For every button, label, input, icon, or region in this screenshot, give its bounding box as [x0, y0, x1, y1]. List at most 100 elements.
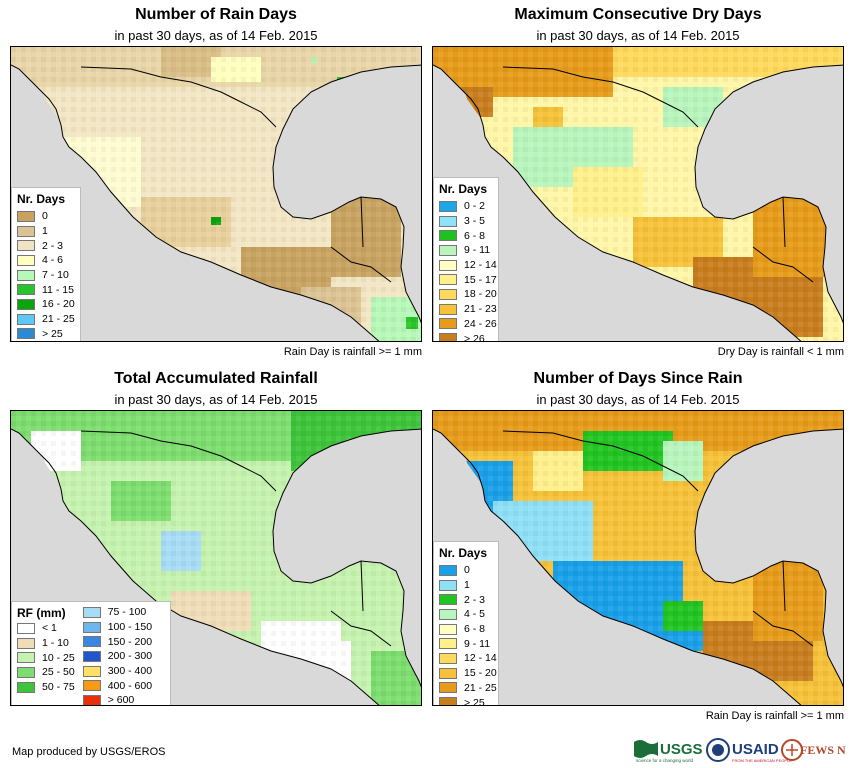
map-footnote: Dry Day is rainfall < 1 mm: [717, 346, 844, 358]
producer-credit: Map produced by USGS/EROS: [12, 746, 166, 758]
legend-item: 21 - 25: [17, 312, 75, 327]
legend-swatch: [17, 284, 35, 296]
legend-item: 100 - 150: [82, 620, 152, 635]
legend-item: 12 - 14: [439, 651, 497, 666]
fews-net-logo: FEWS NET: [781, 739, 846, 761]
legend-item: 150 - 200: [82, 634, 153, 649]
legend-swatch: [82, 665, 101, 677]
panel-total-rainfall: Total Accumulated Rainfall in past 30 da…: [10, 364, 422, 729]
panel-title: Number of Days Since Rain: [533, 370, 743, 387]
legend-swatch: [439, 652, 457, 664]
legend-item: 4 - 6: [17, 253, 75, 268]
legend-swatch: [439, 623, 457, 635]
legend-label: 3 - 5: [464, 215, 486, 228]
legend-item: 0 - 2: [439, 199, 493, 214]
legend-swatch: [82, 606, 101, 618]
legend-label: 21 - 25: [464, 681, 497, 694]
legend-label: 200 - 300: [107, 650, 153, 663]
usaid-tagline: FROM THE AMERICAN PEOPLE: [732, 758, 792, 763]
legend-column-1: < 1 1 - 10 10 - 25 25 - 50 50 - 75: [17, 621, 75, 705]
legend-swatch: [439, 333, 457, 341]
legend-label: > 25: [464, 696, 485, 706]
legend-label: 1: [42, 225, 48, 238]
legend-item: 400 - 600: [82, 678, 153, 693]
panel-days-since-rain: Number of Days Since Rain in past 30 day…: [432, 364, 844, 729]
legend-swatch: [17, 681, 35, 693]
panel-title: Maximum Consecutive Dry Days: [514, 6, 762, 23]
legend-label: 9 - 11: [464, 637, 491, 650]
legend-label: 6 - 8: [464, 229, 486, 242]
legend-swatch: [17, 240, 35, 252]
legend-item: 18 - 20: [439, 287, 497, 302]
legend-swatch: [439, 318, 457, 330]
legend-label: 18 - 20: [464, 288, 497, 301]
legend-item: 6 - 8: [439, 228, 493, 243]
legend-swatch: [439, 215, 457, 227]
legend-swatch: [439, 274, 457, 286]
legend-swatch: [439, 608, 457, 620]
legend-label: 16 - 20: [42, 298, 75, 311]
legend-item: > 600: [82, 693, 152, 706]
legend-item: 2 - 3: [17, 238, 75, 253]
legend-swatch: [439, 594, 457, 606]
legend-swatch: [439, 638, 457, 650]
legend-column-2: 75 - 100 100 - 150 150 - 200 200 - 300 300 -…: [82, 605, 153, 706]
map-total-rainfall: RF (mm) < 1 1 - 10 10 - 25 25 - 50 50 - 75 7…: [10, 410, 422, 706]
legend-label: 11 - 15: [42, 283, 74, 296]
legend-label: < 1: [42, 622, 57, 635]
legend-label: 150 - 200: [107, 635, 153, 648]
legend-item: > 25: [439, 695, 493, 706]
legend-swatch: [439, 579, 457, 591]
legend-label: > 600: [107, 694, 135, 706]
panel-max-dry-days: Maximum Consecutive Dry Days in past 30 …: [432, 0, 844, 365]
map-footnote: Rain Day is rainfall >= 1 mm: [705, 710, 844, 722]
legend-item: 50 - 75: [17, 680, 75, 695]
map-canvas: [433, 47, 843, 341]
legend-label: 75 - 100: [107, 606, 147, 619]
legend-swatch: [17, 210, 35, 222]
legend-swatch: [439, 230, 457, 242]
legend-label: > 26: [464, 332, 485, 342]
legend-swatch: [17, 622, 35, 634]
legend-item: > 26: [439, 331, 493, 342]
legend-label: 0: [42, 210, 48, 223]
usaid-logo: USAID FROM THE AMERICAN PEOPLE: [706, 738, 792, 763]
legend-item: 1 - 10: [17, 636, 75, 651]
panel-subtitle: in past 30 days, as of 14 Feb. 2015: [114, 392, 318, 407]
legend-swatch: [439, 682, 457, 694]
legend-item: 12 - 14: [439, 258, 497, 273]
panel-subtitle: in past 30 days, as of 14 Feb. 2015: [536, 392, 740, 407]
legend-label: 15 - 17: [464, 273, 497, 286]
legend-item: 0: [17, 209, 75, 224]
legend-title: Nr. Days: [17, 192, 66, 206]
legend-item: 9 - 11: [439, 636, 493, 651]
legend-label: 300 - 400: [107, 665, 153, 678]
legend-label: 0 - 2: [464, 200, 486, 213]
legend-swatch: [82, 621, 101, 633]
legend-swatch: [17, 269, 35, 281]
legend-item: 1: [439, 578, 493, 593]
legend-item: 6 - 8: [439, 622, 493, 637]
usgs-wordmark: USGS: [660, 741, 703, 758]
legend-item: 4 - 5: [439, 607, 493, 622]
legend-label: 10 - 25: [42, 651, 75, 664]
legend-label: 4 - 5: [464, 608, 486, 621]
legend-label: 21 - 25: [42, 313, 75, 326]
legend-label: 0: [464, 564, 470, 577]
usaid-wordmark: USAID: [732, 741, 779, 758]
legend-item: 1: [17, 224, 75, 239]
fews-wordmark: FEWS NET: [800, 743, 846, 757]
legend-label: 400 - 600: [107, 679, 153, 692]
panel-subtitle: in past 30 days, as of 14 Feb. 2015: [536, 28, 740, 43]
legend-label: 7 - 10: [42, 269, 69, 282]
legend-item: 10 - 25: [17, 650, 75, 665]
legend-columns: < 1 1 - 10 10 - 25 25 - 50 50 - 75 75 - 100 1…: [17, 606, 165, 705]
legend-swatch: [439, 288, 457, 300]
legend-item: 9 - 11: [439, 243, 493, 258]
legend-label: 1: [464, 579, 470, 592]
legend-swatch: [439, 259, 457, 271]
